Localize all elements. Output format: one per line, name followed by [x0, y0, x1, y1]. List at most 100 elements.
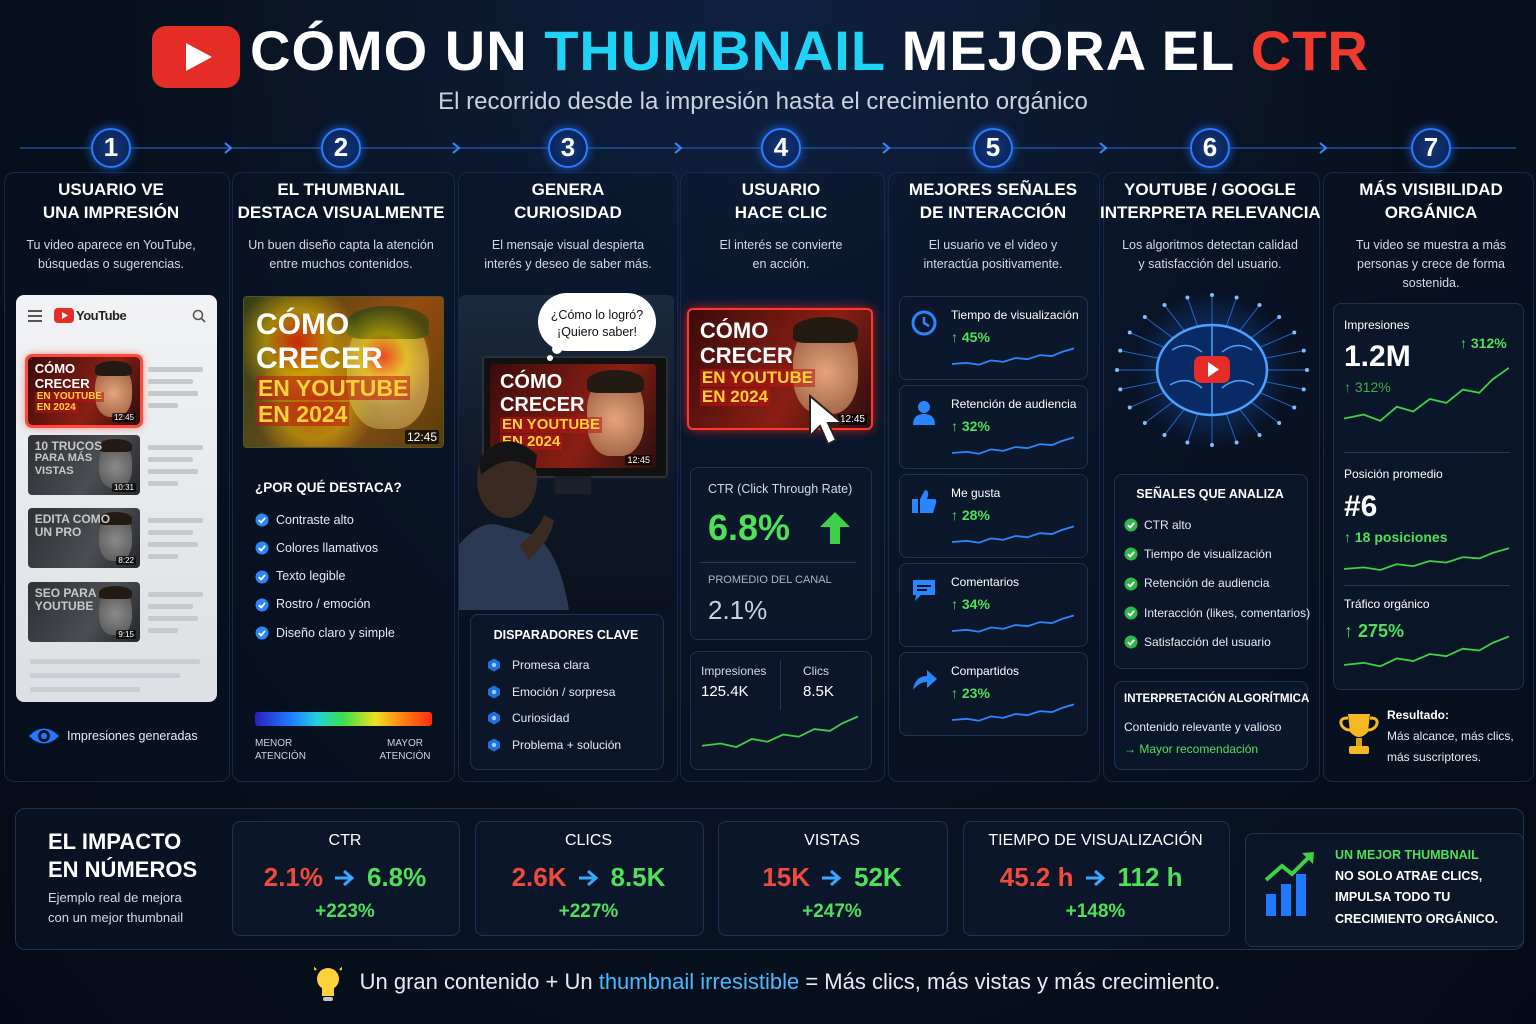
shape: [1257, 303, 1262, 308]
shape: [1281, 884, 1291, 916]
viewer: [459, 441, 569, 610]
shape: [1344, 367, 1509, 422]
shape: [258, 545, 266, 552]
shape: [1259, 332, 1295, 348]
shape: [1127, 639, 1135, 646]
shape: [1127, 522, 1135, 529]
shape: [1239, 304, 1260, 332]
impact-change: +247%: [802, 900, 862, 922]
shape: [912, 499, 918, 513]
metric-change: ↑ 18 posiciones: [1344, 528, 1448, 545]
shape: [1115, 368, 1119, 372]
shape: [1124, 518, 1138, 532]
shape: [1164, 408, 1185, 436]
check-icon: [1124, 577, 1138, 591]
thumbnail-text: CRECER: [699, 343, 793, 369]
conclusion-highlight: UN MEJOR THUMBNAIL: [1335, 847, 1479, 862]
metric-label: Impresiones: [1344, 317, 1410, 332]
shape: [1301, 387, 1306, 392]
step-title: USUARIO VE: [58, 179, 164, 199]
check-icon: [1124, 518, 1138, 532]
step-circle: [548, 128, 588, 168]
shape: [952, 614, 1074, 633]
thumbnail: EDITA COMO UN PRO 8:22: [28, 508, 140, 568]
impact-arrow: [335, 869, 355, 887]
impact-arrow: [1085, 869, 1105, 887]
shape: [452, 142, 461, 154]
thumbnail-text: EN 2024: [255, 400, 350, 427]
sparkline: [1344, 635, 1509, 668]
impact-description: con un mejor thumbnail: [48, 910, 184, 926]
shape: [1344, 547, 1509, 571]
metric-value: 1.2M: [1344, 340, 1411, 373]
title-part: CTR: [1250, 19, 1369, 82]
shape: [1162, 432, 1167, 437]
conclusion-text: NO SOLO ATRAE CLICS,: [1335, 868, 1483, 883]
step-title: DESTACA VISUALMENTE: [237, 202, 445, 222]
step-description: El interés se convierte: [719, 237, 843, 252]
placeholder-line: [148, 403, 178, 408]
shape: [1296, 874, 1306, 916]
shape: [335, 869, 355, 887]
shape: [1250, 316, 1280, 339]
conclusion-card: [1245, 833, 1524, 947]
shape: [200, 317, 206, 323]
step-description: en acción.: [752, 256, 810, 271]
algorithm-item: CTR alto: [1144, 517, 1192, 532]
shape: [1301, 348, 1306, 353]
sparkline: [952, 347, 1074, 366]
thumbnail-text: VISTAS: [34, 464, 74, 477]
trophy-icon: [1339, 714, 1379, 754]
placeholder-line: [30, 673, 180, 678]
step-circle: [321, 128, 361, 168]
placeholder-line: [148, 457, 193, 462]
shape: [491, 662, 497, 668]
highlight-item: Diseño claro y simple: [276, 625, 395, 640]
shape: [491, 716, 497, 721]
shape: [1348, 714, 1370, 737]
interpretation-outcome: → Mayor recomendación: [1124, 741, 1259, 756]
triggers-heading: DISPARADORES CLAVE: [493, 627, 639, 642]
shape: [578, 869, 598, 887]
check-icon: [1124, 635, 1138, 649]
shape: [911, 310, 937, 336]
shape: [952, 525, 1074, 544]
ctr-value: 6.8%: [708, 507, 791, 549]
shape: [41, 733, 47, 739]
shape: [882, 142, 891, 154]
shape: [1305, 368, 1309, 372]
growth-icon: [1264, 852, 1314, 916]
shape: [459, 524, 569, 610]
step-number: 6: [1202, 132, 1218, 163]
shape: [1349, 746, 1369, 754]
step-description: El usuario ve el video y: [928, 237, 1058, 252]
highlight-heading: ¿POR QUÉ DESTACA?: [255, 479, 402, 495]
signal-label: Me gusta: [951, 485, 1001, 500]
step-title: DE INTERACCIÓN: [919, 202, 1067, 222]
placeholder-line: [148, 469, 198, 474]
step-panel: [232, 172, 455, 782]
shape: [491, 689, 497, 694]
algorithm-brain: [1115, 292, 1309, 448]
impact-after: 8.5K: [610, 862, 666, 893]
shape: [1265, 381, 1304, 390]
footer-part: = Más clics, más vistas y más crecimient…: [799, 969, 1221, 994]
shape: [1185, 295, 1190, 300]
shape: [952, 703, 1074, 722]
shape: [1339, 716, 1379, 732]
step-description: Tu video se muestra a más: [1355, 237, 1507, 252]
impact-before: 2.1%: [263, 862, 323, 893]
signal-card: [899, 563, 1088, 647]
step-title: GENERA: [531, 179, 605, 199]
placeholder-line: [148, 604, 193, 609]
step-title: MEJORES SEÑALES: [908, 179, 1078, 199]
step-number: 7: [1423, 132, 1439, 163]
placeholder-line: [148, 367, 203, 372]
duration: 8:22: [116, 556, 136, 565]
feed-caption: Impresiones generadas: [67, 728, 198, 743]
shape: [314, 966, 342, 971]
trigger-item: Curiosidad: [512, 711, 570, 726]
ctr-label: CTR (Click Through Rate): [708, 481, 853, 496]
shape: [1129, 392, 1165, 408]
thumbnail-text: CÓMO: [34, 361, 76, 377]
